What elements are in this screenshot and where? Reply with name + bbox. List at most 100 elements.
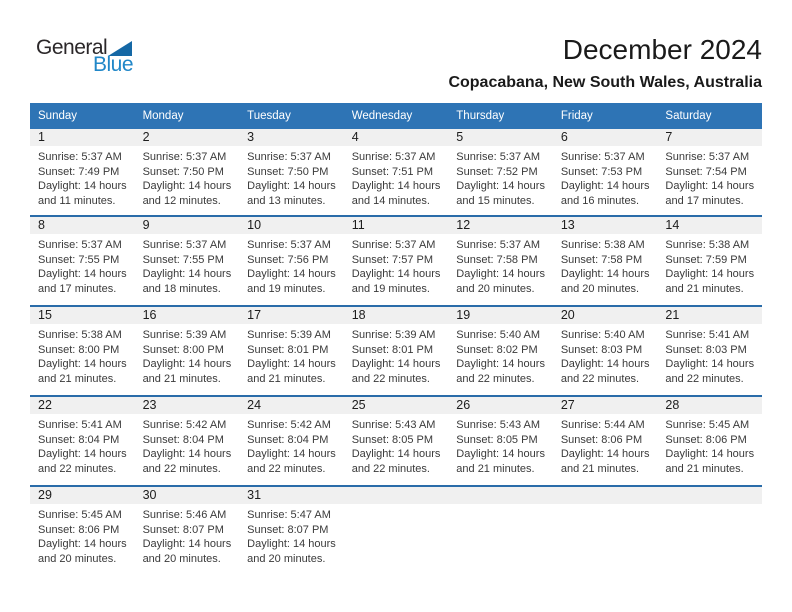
day-number: 24 [247, 398, 262, 412]
day-details: Sunrise: 5:41 AM Sunset: 8:04 PM Daylight:… [30, 414, 135, 476]
week-grid: 22 Sunrise: 5:41 AM Sunset: 8:04 PM Dayligh… [30, 397, 762, 485]
sunrise-text: Sunrise: 5:41 AM [665, 329, 750, 341]
sunset-text: Sunset: 7:53 PM [560, 165, 643, 178]
location-subtitle: Copacabana, New South Wales, Australia [448, 74, 762, 91]
weekday-header-tuesday: Tuesday [247, 110, 291, 122]
sunrise-text: Sunrise: 5:37 AM [142, 239, 227, 251]
sunset-text: Sunset: 8:04 PM [247, 433, 329, 446]
daylight-text-line1: Daylight: 14 hours [38, 268, 127, 280]
weekday-header-wednesday: Wednesday [351, 110, 413, 122]
daylight-text-line1: Daylight: 14 hours [247, 448, 336, 460]
day-number: 29 [38, 488, 52, 502]
sunset-text: Sunset: 8:01 PM [351, 343, 434, 356]
day-details: Sunrise: 5:43 AM Sunset: 8:05 PM Daylight:… [448, 414, 553, 476]
sunrise-text: Sunrise: 5:43 AM [456, 419, 541, 431]
day-details: Sunrise: 5:39 AM Sunset: 8:01 PM Daylight:… [344, 324, 449, 386]
daylight-text-line1: Daylight: 14 hours [247, 358, 336, 370]
day-number: 22 [38, 398, 52, 412]
day-details: Sunrise: 5:37 AM Sunset: 7:52 PM Daylight:… [448, 146, 553, 208]
sunset-text: Sunset: 8:00 PM [142, 343, 224, 356]
sunrise-text: Sunrise: 5:37 AM [38, 239, 122, 251]
weekday-header-monday: Monday [142, 110, 184, 122]
sunset-text: Sunset: 7:56 PM [247, 253, 329, 266]
week-grid: 29 Sunrise: 5:45 AM Sunset: 8:06 PM Dayligh… [30, 487, 762, 575]
sunrise-text: Sunrise: 5:46 AM [142, 509, 227, 521]
day-cell-2: 2 Sunrise: 5:37 AM Sunset: 7:50 PM Daylight… [135, 129, 240, 215]
daylight-text-line2: and 22 minutes. [456, 372, 535, 385]
day-number: 11 [351, 218, 365, 232]
sunset-text: Sunset: 7:59 PM [665, 253, 747, 266]
daylight-text-line2: and 21 minutes. [665, 282, 744, 295]
sunrise-text: Sunrise: 5:45 AM [665, 419, 750, 431]
day-number-band [30, 129, 762, 146]
day-details: Sunrise: 5:45 AM Sunset: 8:06 PM Daylight:… [30, 504, 135, 566]
day-details: Sunrise: 5:39 AM Sunset: 8:01 PM Daylight:… [239, 324, 344, 386]
day-details: Sunrise: 5:42 AM Sunset: 8:04 PM Daylight:… [239, 414, 344, 476]
sunset-text: Sunset: 8:04 PM [142, 433, 224, 446]
sunrise-text: Sunrise: 5:40 AM [456, 329, 541, 341]
daylight-text-line1: Daylight: 14 hours [456, 358, 545, 370]
day-number: 16 [142, 308, 157, 322]
day-cell-13: 13 Sunrise: 5:38 AM Sunset: 7:58 PM Dayligh… [553, 217, 658, 305]
sunset-text: Sunset: 7:54 PM [665, 165, 747, 178]
day-details: Sunrise: 5:44 AM Sunset: 8:06 PM Daylight:… [553, 414, 658, 476]
day-details: Sunrise: 5:37 AM Sunset: 7:51 PM Daylight:… [344, 146, 449, 208]
sunrise-text: Sunrise: 5:43 AM [351, 419, 436, 431]
day-cell-20: 20 Sunrise: 5:40 AM Sunset: 8:03 PM Dayligh… [553, 307, 658, 395]
sunrise-text: Sunrise: 5:38 AM [665, 239, 750, 251]
day-details: Sunrise: 5:46 AM Sunset: 8:07 PM Daylight:… [135, 504, 240, 566]
weekday-header-saturday: Saturday [665, 110, 712, 122]
sunset-text: Sunset: 8:06 PM [560, 433, 643, 446]
sunset-text: Sunset: 8:03 PM [665, 343, 747, 356]
day-number: 6 [560, 130, 568, 144]
day-details: Sunrise: 5:37 AM Sunset: 7:49 PM Daylight:… [30, 146, 135, 208]
day-number: 12 [456, 218, 471, 232]
sunrise-text: Sunrise: 5:37 AM [456, 239, 541, 251]
daylight-text-line1: Daylight: 14 hours [560, 180, 650, 192]
day-cell-30: 30 Sunrise: 5:46 AM Sunset: 8:07 PM Dayligh… [135, 487, 240, 575]
sunrise-text: Sunrise: 5:45 AM [38, 509, 122, 521]
day-cell-15: 15 Sunrise: 5:38 AM Sunset: 8:00 PM Dayligh… [30, 307, 135, 395]
logo-triangle-icon [108, 41, 133, 56]
day-number: 2 [142, 130, 150, 144]
week-grid: 15 Sunrise: 5:38 AM Sunset: 8:00 PM Dayligh… [30, 307, 762, 395]
daylight-text-line2: and 20 minutes. [456, 282, 535, 295]
sunset-text: Sunset: 8:05 PM [351, 433, 434, 446]
sunset-text: Sunset: 8:06 PM [665, 433, 747, 446]
day-details: Sunrise: 5:38 AM Sunset: 7:58 PM Daylight:… [553, 234, 658, 296]
daylight-text-line2: and 22 minutes. [560, 372, 640, 385]
sunrise-text: Sunrise: 5:37 AM [38, 151, 122, 163]
daylight-text-line1: Daylight: 14 hours [38, 358, 127, 370]
daylight-text-line1: Daylight: 14 hours [351, 448, 441, 460]
sunset-text: Sunset: 8:07 PM [142, 523, 224, 536]
day-cell-24: 24 Sunrise: 5:42 AM Sunset: 8:04 PM Dayligh… [239, 397, 344, 485]
week-row: 22 Sunrise: 5:41 AM Sunset: 8:04 PM Dayligh… [30, 395, 762, 485]
day-cell-21: 21 Sunrise: 5:41 AM Sunset: 8:03 PM Dayligh… [657, 307, 762, 395]
daylight-text-line1: Daylight: 14 hours [665, 268, 755, 280]
sunset-text: Sunset: 7:58 PM [456, 253, 538, 266]
day-cell-31: 31 Sunrise: 5:47 AM Sunset: 8:07 PM Dayligh… [239, 487, 344, 575]
day-number-band [30, 307, 762, 324]
day-number: 8 [38, 218, 45, 232]
sunrise-text: Sunrise: 5:39 AM [247, 329, 331, 341]
day-number-band [30, 397, 762, 414]
day-details: Sunrise: 5:37 AM Sunset: 7:57 PM Daylight:… [344, 234, 449, 296]
day-cell-23: 23 Sunrise: 5:42 AM Sunset: 8:04 PM Dayligh… [135, 397, 240, 485]
day-cell-8: 8 Sunrise: 5:37 AM Sunset: 7:55 PM Daylight… [30, 217, 135, 305]
weekday-header-thursday: Thursday [456, 110, 505, 122]
day-number: 30 [142, 488, 157, 502]
empty-day-cell [553, 487, 658, 575]
sunset-text: Sunset: 7:50 PM [142, 165, 224, 178]
day-details: Sunrise: 5:40 AM Sunset: 8:02 PM Daylight:… [448, 324, 553, 386]
day-number: 26 [456, 398, 471, 412]
day-details: Sunrise: 5:37 AM Sunset: 7:56 PM Daylight:… [239, 234, 344, 296]
daylight-text-line2: and 15 minutes. [456, 194, 535, 207]
daylight-text-line2: and 17 minutes. [665, 194, 744, 207]
day-number-band [30, 487, 762, 504]
sunrise-text: Sunrise: 5:42 AM [247, 419, 331, 431]
weekday-header-sunday: Sunday [38, 110, 78, 122]
empty-day-cell [344, 487, 449, 575]
day-number: 1 [38, 130, 45, 144]
daylight-text-line1: Daylight: 14 hours [38, 448, 127, 460]
empty-day-cell [657, 487, 762, 575]
